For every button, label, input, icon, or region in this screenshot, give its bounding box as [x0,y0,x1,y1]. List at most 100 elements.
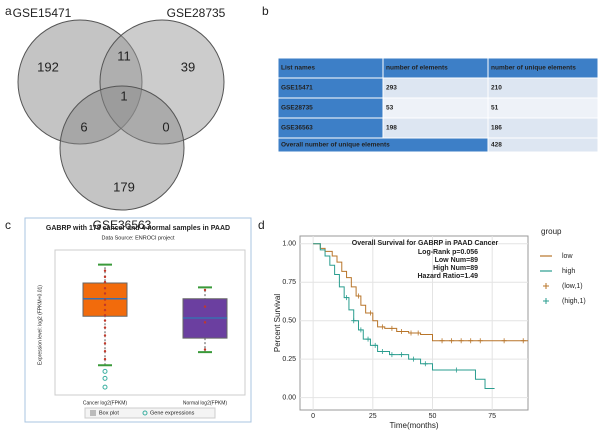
gene-point [203,321,207,324]
gene-point [203,305,207,308]
censor-mark [408,330,414,336]
censor-mark [367,310,373,316]
censor-mark [398,328,404,334]
x-axis-label: Time(months) [389,421,438,430]
panel-c-frame [24,217,252,423]
y-tick-label: 1.00 [282,241,296,248]
cell-text: 428 [491,142,502,149]
legend-box [84,407,216,419]
censor-mark [477,338,483,344]
cell-text: 198 [386,125,397,132]
censor-mark [398,352,404,358]
cell-text: List names [281,65,315,72]
gene-point [103,275,107,279]
gene-point [103,314,107,317]
censor-mark [379,348,385,354]
panel-label: c [5,218,11,232]
region-count: 11 [117,48,131,63]
legend-label: high [562,268,575,275]
gene-point [103,292,107,295]
cell-text: GSE15471 [281,85,313,92]
legend-swatch [543,298,549,304]
set-label: GSE28735 [167,6,226,20]
x-tick-label: 25 [369,413,377,420]
cell-text: 53 [386,105,394,112]
legend-label: Box plot [99,410,119,416]
table-cell [487,117,599,139]
venn-circles [17,19,225,211]
censor-mark [358,327,364,333]
gene-point [103,319,107,322]
cell-text: 51 [491,105,499,112]
gene-point [103,326,107,329]
censor-mark [453,367,459,373]
censor-mark [365,336,371,342]
gene-point [102,368,108,374]
gene-point [203,288,207,292]
region-count: 6 [80,119,87,134]
legend-label: Gene expressions [150,410,195,416]
censor-mark [439,338,445,344]
cell-text: Overall number of unique elements [281,142,390,149]
panel-label: a [5,4,12,18]
censor-mark [389,325,395,331]
gene-point [102,384,108,390]
gene-point [103,357,107,361]
legend-swatch [90,410,96,416]
y-tick-label: 0.50 [282,318,296,325]
chart-title: Overall Survival for GABRP in PAAD Cance… [352,240,499,247]
censor-mark [410,356,416,362]
gene-point [103,350,107,353]
cell-text: 210 [491,85,502,92]
legend-label: low [562,253,573,260]
table-cell [382,117,489,139]
y-axis-label: Percent Survival [273,294,282,352]
x-tick-label: 0 [311,413,315,420]
plot-frame [54,249,246,396]
x-tick-label: Normal log2(FPKM) [183,400,228,406]
y-tick-label: 0.00 [282,395,296,402]
censor-mark [520,338,526,344]
annotation: Log-Rank p=0.056 [418,249,478,256]
gene-point [102,375,108,381]
chart-title: GABRP with 178 cancer and 4 normal sampl… [46,225,230,232]
cell-text: GSE36563 [281,125,313,132]
censor-mark [379,324,385,330]
venn-circle [59,85,185,211]
gene-point [103,298,107,301]
annotation: Hazard Ratio=1.49 [418,273,479,280]
chart-subtitle: Data Source: ENROCI project [101,235,175,241]
y-axis-label: Expression level: log2 (FPKM+0.01) [37,285,43,365]
gene-point [103,334,107,337]
cell-text: number of elements [386,65,448,72]
x-tick-label: Cancer log2(FPKM) [83,400,128,406]
censor-mark [355,293,361,299]
annotation: High Num=89 [433,265,478,272]
gene-point [103,308,107,312]
table-cell [487,97,599,119]
legend-swatch [543,283,549,289]
censor-mark [389,352,395,358]
legend-label: (low,1) [562,283,583,290]
censor-mark [458,338,464,344]
cell-text: 293 [386,85,397,92]
censor-mark [422,361,428,367]
cell-text: 186 [491,125,502,132]
censor-mark [372,342,378,348]
legend-label: (high,1) [562,298,586,305]
table-cell [382,97,489,119]
region-count: 192 [37,59,59,74]
y-tick-label: 0.25 [282,356,296,363]
panel-label: d [258,218,265,232]
table-cell [382,77,489,99]
gene-point [103,303,107,307]
gene-point [203,348,207,351]
region-count: 1 [120,88,127,103]
cell-text: GSE28735 [281,105,313,112]
gene-point [103,342,107,345]
survival-curve [313,243,528,342]
plot-frame [299,235,529,411]
censor-mark [351,318,357,324]
annotation: Low Num=89 [435,257,478,264]
